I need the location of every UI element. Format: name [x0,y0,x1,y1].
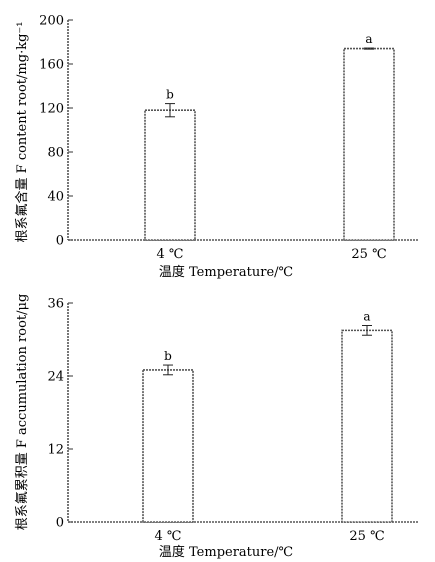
x-tick-label: 25 ℃ [351,247,386,262]
x-tick-labels: 4 ℃ 25 ℃ [155,529,385,544]
x-axis-label: 温度 Temperature/℃ [159,264,293,280]
y-tick-label: 0 [56,516,64,531]
x-tick-label: 4 ℃ [155,529,182,544]
significance-label: b [164,349,172,363]
y-ticks: 0 40 80 120 160 200 [39,14,73,249]
significance-label: b [166,88,174,102]
y-axis-label: 根系氟累积量 F accumulation root/μg [15,294,30,531]
bars: ba [144,32,395,241]
y-tick-label: 200 [39,14,64,29]
x-tick-labels: 4 ℃ 25 ℃ [157,247,387,262]
y-tick-label: 24 [47,370,64,385]
y-tick-label: 0 [56,234,64,249]
x-axis-label: 温度 Temperature/℃ [159,544,293,560]
bars: ba [142,310,393,523]
y-tick-label: 36 [47,297,64,312]
bar [341,329,393,523]
y-tick-label: 80 [47,146,64,161]
y-tick-label: 40 [47,190,64,205]
significance-label: a [365,32,372,46]
y-tick-label: 12 [47,443,64,458]
bar [343,47,395,241]
x-tick-label: 25 ℃ [349,529,384,544]
x-tick-label: 4 ℃ [157,247,184,262]
y-ticks: 0 12 24 36 [47,297,73,531]
y-tick-label: 120 [39,102,64,117]
bar [144,109,196,241]
significance-label: a [363,310,370,324]
y-tick-label: 160 [39,58,64,73]
y-axis-label: 根系氟含量 F content root/mg·kg⁻¹ [14,22,30,243]
bar [142,369,194,523]
